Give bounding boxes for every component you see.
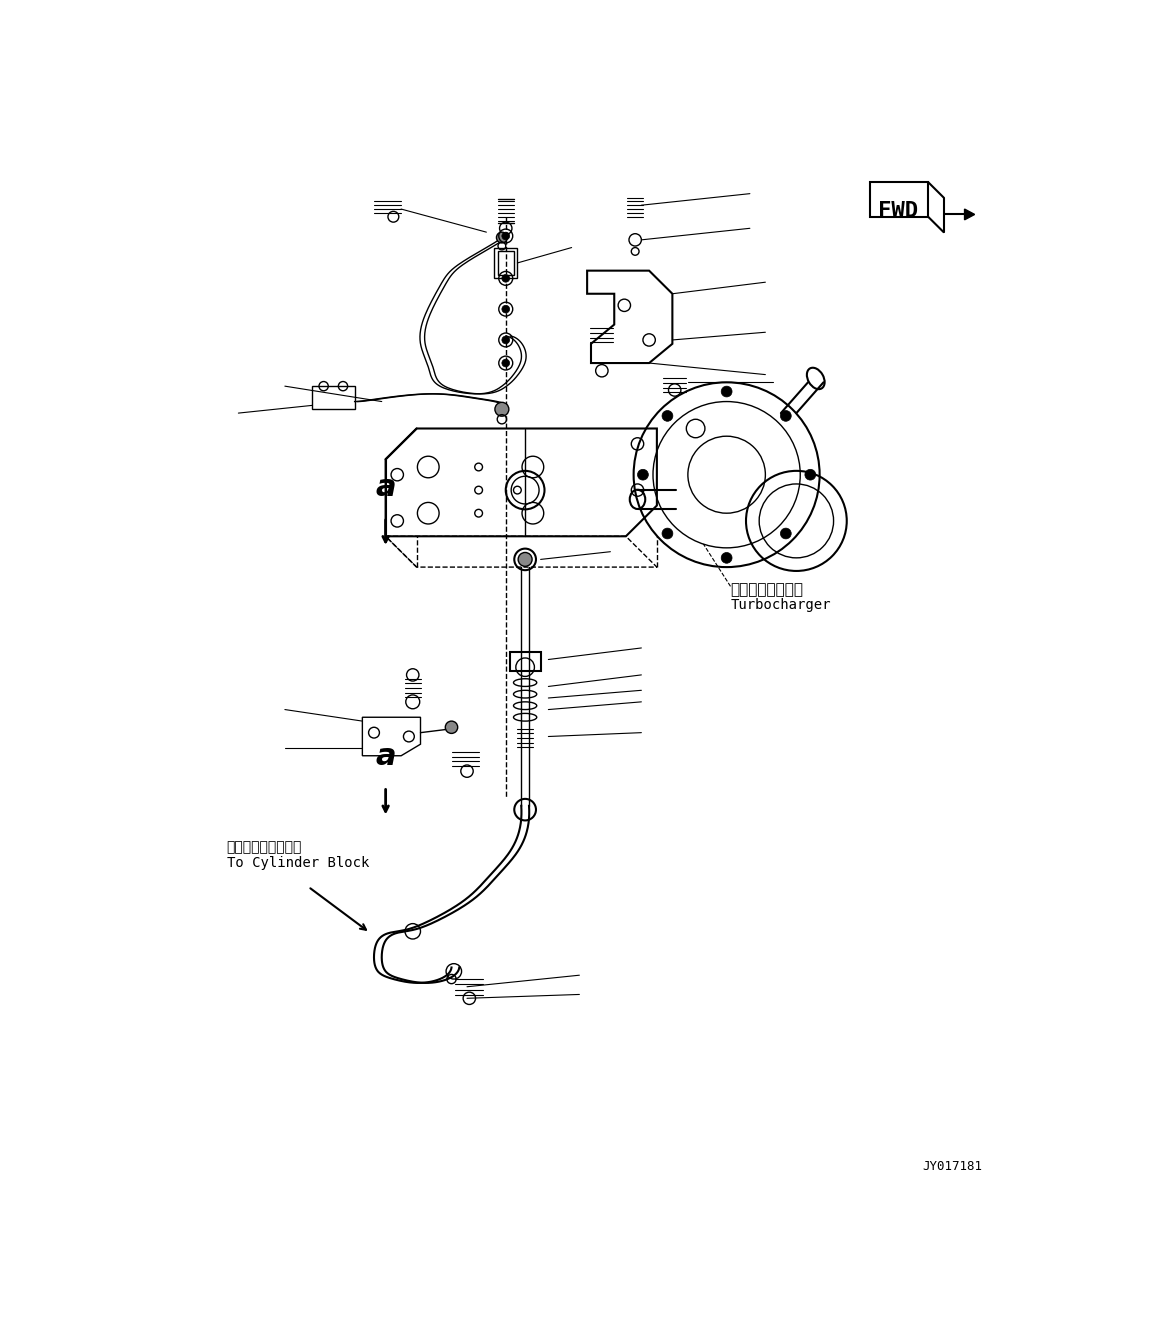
Text: シリンダブロックヘ: シリンダブロックヘ (227, 840, 302, 855)
Circle shape (497, 232, 507, 242)
Circle shape (721, 386, 732, 398)
Circle shape (780, 411, 791, 421)
Circle shape (780, 529, 791, 539)
Text: ターボチャージャ: ターボチャージャ (730, 583, 804, 598)
Text: JY017181: JY017181 (922, 1159, 983, 1173)
Circle shape (502, 305, 509, 313)
Bar (494, 248, 518, 278)
Bar (312, 386, 355, 409)
Text: FWD: FWD (878, 201, 918, 221)
Polygon shape (964, 209, 975, 220)
Text: a: a (376, 742, 395, 771)
Circle shape (721, 553, 732, 563)
Bar (498, 252, 514, 274)
Circle shape (502, 359, 509, 367)
Circle shape (662, 529, 673, 539)
Text: a: a (376, 473, 395, 502)
Circle shape (519, 553, 533, 566)
Circle shape (637, 469, 648, 480)
Circle shape (502, 232, 509, 240)
Bar (509, 652, 541, 670)
Text: Turbocharger: Turbocharger (730, 598, 832, 612)
Circle shape (805, 469, 815, 480)
Circle shape (502, 337, 509, 343)
Circle shape (495, 403, 509, 416)
Circle shape (502, 274, 509, 282)
Circle shape (445, 721, 458, 734)
Circle shape (662, 411, 673, 421)
Text: To Cylinder Block: To Cylinder Block (227, 856, 369, 869)
